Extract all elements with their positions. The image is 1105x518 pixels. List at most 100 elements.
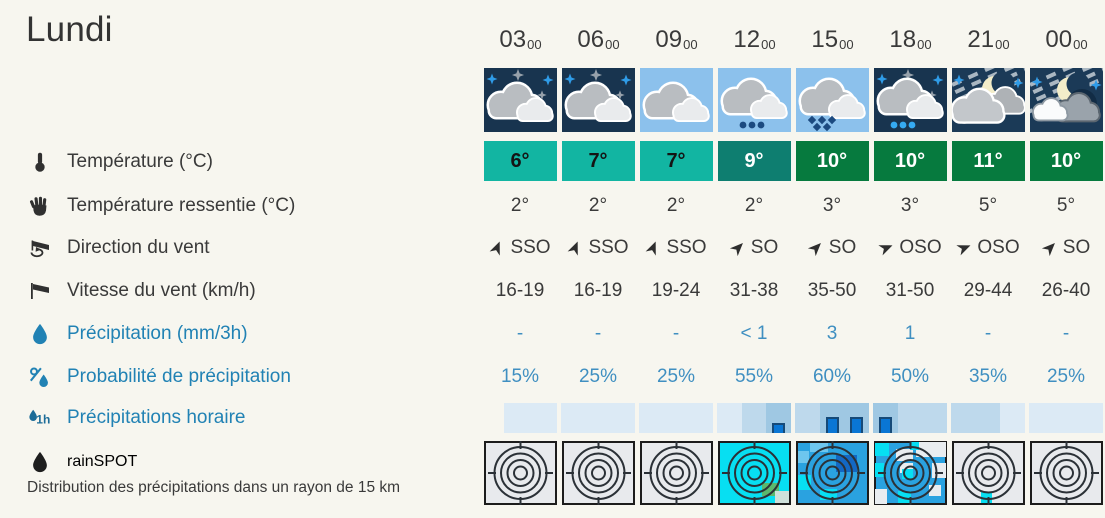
- precip-probability-cell: 60%: [812, 366, 852, 387]
- hand-icon: [27, 193, 53, 219]
- wind-arrow-icon: [804, 236, 827, 259]
- precipitation-cell: -: [984, 322, 992, 344]
- temperature-cell: 10°: [1027, 138, 1105, 185]
- temperature-cell: 10°: [793, 138, 871, 185]
- wind-speed-cell: 16-19: [495, 279, 545, 301]
- droplet-1h-icon: 1h: [27, 405, 53, 431]
- hourly-precip-segment: [795, 402, 870, 433]
- wind-direction-cell: SSO: [481, 226, 559, 269]
- hourly-precip-cell: [481, 399, 559, 436]
- precip-probability-cell: 55%: [734, 366, 774, 387]
- row-label-text: Température ressentie (°C): [67, 194, 296, 216]
- weather-icon-cell: [637, 62, 715, 138]
- row-label-text: rainSPOT: [67, 453, 138, 470]
- hourly-precip-segment: [951, 402, 1026, 433]
- column-header-time: 09 00: [655, 26, 698, 53]
- precipitation-cell: < 1: [740, 322, 768, 344]
- hourly-precip-segment: [561, 402, 636, 433]
- hourly-precip-segment: [639, 402, 714, 433]
- row-label-text: Direction du vent: [67, 236, 210, 258]
- temperature-cell: 9°: [715, 138, 793, 185]
- rainspot-cell: [1027, 436, 1105, 510]
- hourly-precip-cell: [871, 399, 949, 436]
- weather-icon-cell: [559, 62, 637, 138]
- wind-direction-cell: SO: [715, 226, 793, 269]
- precip-probability-cell: 15%: [500, 366, 540, 387]
- wind-direction-cell: OSO: [871, 226, 949, 269]
- hourly-precip-cell: [715, 399, 793, 436]
- row-label-temperature: Température (°C): [0, 138, 481, 185]
- feels-like-cell: 3°: [822, 194, 842, 216]
- row-label-precip-hourly: 1h Précipitations horaire: [0, 399, 481, 436]
- hourly-precip-cell: [559, 399, 637, 436]
- rainspot-note: Distribution des précipitations dans un …: [27, 479, 401, 496]
- percent-droplet-icon: [27, 364, 53, 390]
- hourly-precip-bar: [878, 416, 892, 433]
- hourly-precip-segment: [717, 402, 792, 433]
- row-label-text: Vitesse du vent (km/h): [67, 279, 256, 301]
- column-header-time: 21 00: [967, 26, 1010, 53]
- temperature-value: 10°: [873, 141, 947, 181]
- row-label-precipitation: Précipitation (mm/3h): [0, 312, 481, 355]
- wind-direction-cell: OSO: [949, 226, 1027, 269]
- moon-clouds-cirrus-icon: [951, 68, 1025, 132]
- page-title: Lundi: [26, 10, 113, 49]
- weather-icon-cell: [793, 62, 871, 138]
- day-light-rain-icon: [717, 68, 791, 132]
- row-label-rainspot: rainSPOT Distribution des précipitations…: [0, 436, 481, 510]
- wind-speed-cell: 16-19: [573, 279, 623, 301]
- precip-probability-cell: 25%: [1046, 366, 1086, 387]
- wind-direction-cell: SSO: [559, 226, 637, 269]
- wind-arrow-icon: [954, 237, 975, 258]
- rainspot-cell: [559, 436, 637, 510]
- precip-probability-cell: 50%: [890, 366, 930, 387]
- hourly-precip-bar: [850, 416, 864, 433]
- temperature-value: 10°: [795, 141, 869, 181]
- thermometer-icon: [27, 149, 53, 175]
- rainspot-cell: [871, 436, 949, 510]
- temperature-value: 10°: [1029, 141, 1103, 181]
- night-light-rain-icon: [873, 68, 947, 132]
- hourly-precip-cell: [637, 399, 715, 436]
- wind-speed-cell: 26-40: [1041, 279, 1091, 301]
- weather-icon-cell: [1027, 62, 1105, 138]
- rainspot-cell: [637, 436, 715, 510]
- feels-like-cell: 2°: [588, 194, 608, 216]
- temperature-value: 7°: [561, 141, 635, 181]
- night-cloudy-icon: [483, 68, 557, 132]
- night-cloudy-icon: [561, 68, 635, 132]
- precipitation-cell: 3: [826, 322, 838, 344]
- precip-probability-cell: 25%: [656, 366, 696, 387]
- wind-direction-cell: SO: [1027, 226, 1105, 269]
- precipitation-cell: 1: [904, 322, 916, 344]
- hourly-precip-bar: [825, 416, 839, 433]
- day-cloudy-icon: [639, 68, 713, 132]
- hourly-precip-cell: [1027, 399, 1105, 436]
- black-droplet-icon: [27, 449, 53, 475]
- wind-speed-cell: 35-50: [807, 279, 857, 301]
- row-label-text: Probabilité de précipitation: [67, 366, 291, 387]
- wind-speed-cell: 19-24: [651, 279, 701, 301]
- wind-arrow-icon: [487, 237, 508, 258]
- precipitation-cell: -: [672, 322, 680, 344]
- row-label-wind-speed: Vitesse du vent (km/h): [0, 269, 481, 312]
- row-label-text: Précipitations horaire: [67, 406, 246, 428]
- wind-arrow-icon: [726, 236, 749, 259]
- column-header-time: 15 00: [811, 26, 854, 53]
- feels-like-cell: 5°: [1056, 194, 1076, 216]
- feels-like-cell: 2°: [666, 194, 686, 216]
- svg-text:1h: 1h: [36, 412, 50, 426]
- precip-probability-cell: 25%: [578, 366, 618, 387]
- hourly-precip-bar: [772, 422, 786, 433]
- row-label-precip-probability: Probabilité de précipitation: [0, 355, 481, 399]
- wind-direction-cell: SSO: [637, 226, 715, 269]
- rainspot-cell: [949, 436, 1027, 510]
- temperature-cell: 11°: [949, 138, 1027, 185]
- wind-arrow-icon: [876, 237, 897, 258]
- wind-speed-cell: 31-38: [729, 279, 779, 301]
- column-header-time: 06 00: [577, 26, 620, 53]
- temperature-value: 9°: [717, 141, 791, 181]
- wind-arrow-icon: [1038, 236, 1061, 259]
